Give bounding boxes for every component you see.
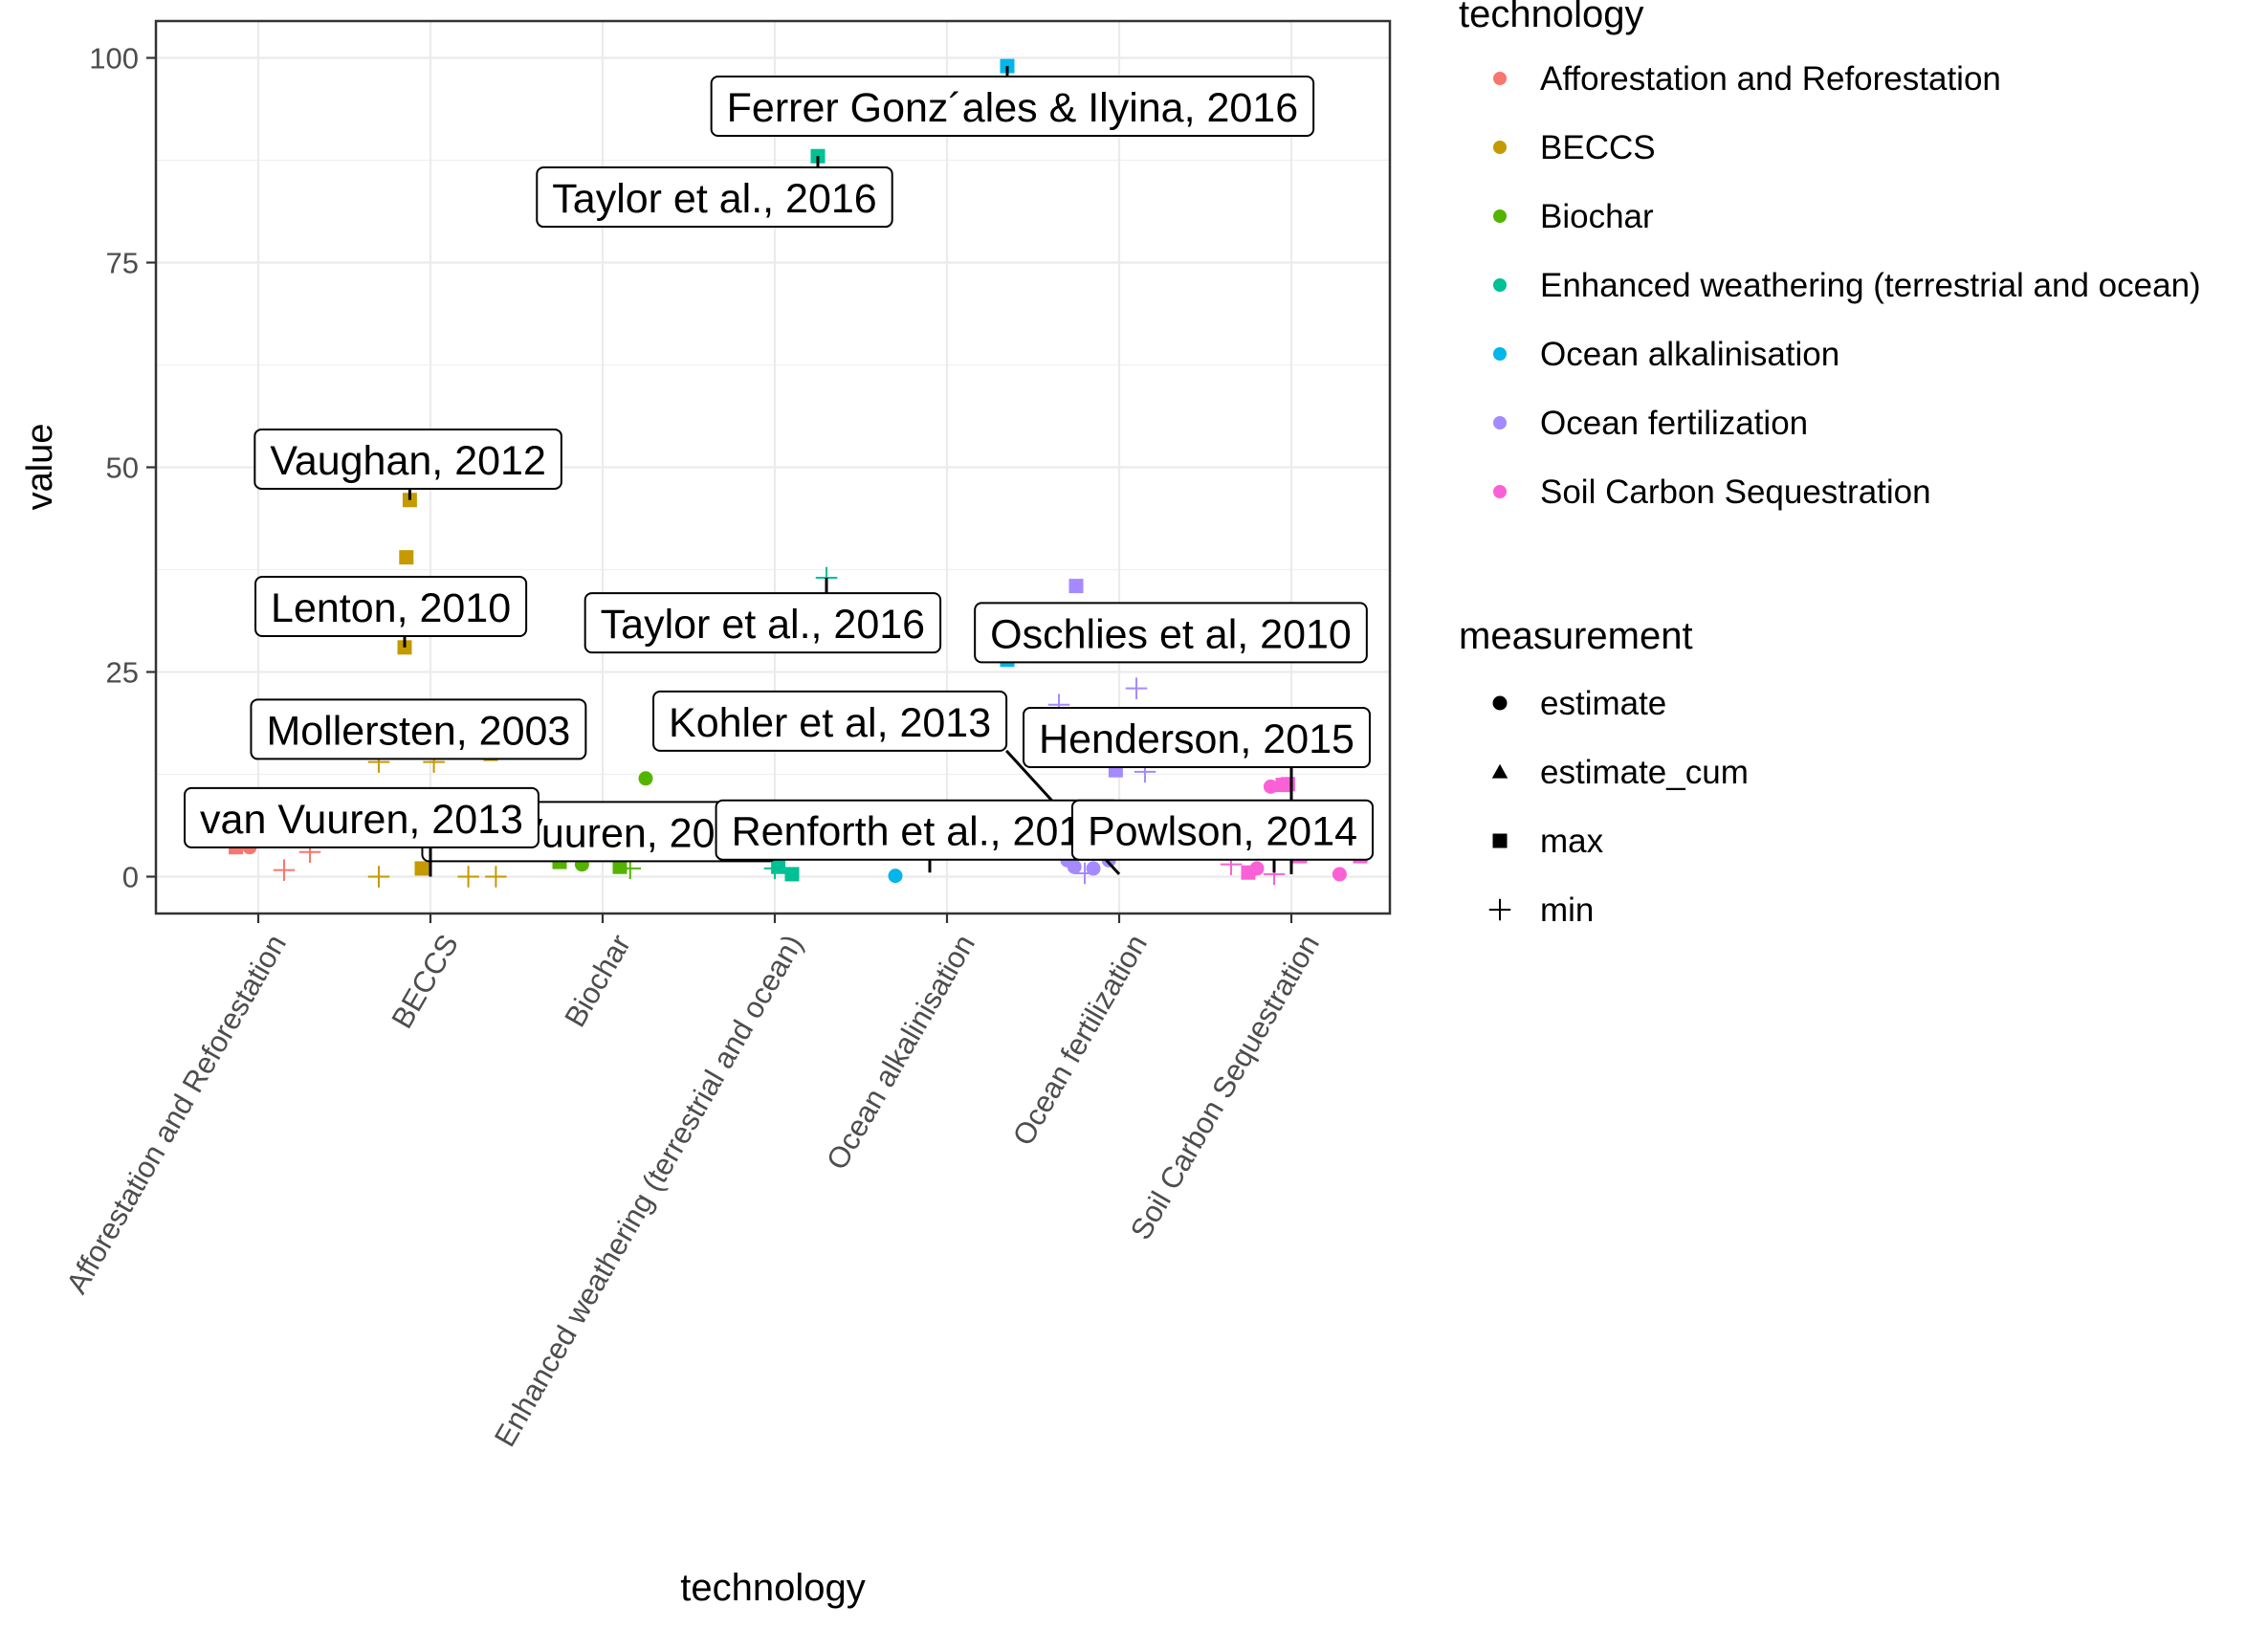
y-tick-label: 50 xyxy=(106,451,139,485)
data-point xyxy=(1125,677,1148,699)
annotation: Kohler et al, 2013 xyxy=(652,690,1121,875)
y-tick-label: 0 xyxy=(122,860,139,893)
data-point xyxy=(399,550,414,565)
x-tick-label: Afforestation and Reforestation xyxy=(59,929,293,1299)
legend-label: Ocean alkalinisation xyxy=(1540,336,1839,373)
data-point xyxy=(771,859,786,874)
data-point xyxy=(612,859,628,874)
data-point xyxy=(1332,867,1347,882)
legend-label: estimate_cum xyxy=(1540,754,1749,791)
annotation-box xyxy=(974,602,1368,664)
annotation: Powlson, 2014 xyxy=(1070,799,1375,873)
legend-key xyxy=(1493,209,1507,223)
legend-label: max xyxy=(1540,823,1604,860)
annotation-box xyxy=(710,76,1315,138)
annotation-text: Oschlies et al, 2010 xyxy=(990,611,1352,657)
annotation: Henderson, 2015 xyxy=(1023,706,1371,874)
data-point xyxy=(414,861,429,876)
annotation: Oschlies et al, 2010 xyxy=(974,602,1368,664)
x-tick-label: Enhanced weathering (terrestrial and oce… xyxy=(488,929,809,1452)
legend-key xyxy=(1493,485,1507,498)
annotation-text: van Vuuren, 2013 xyxy=(200,797,523,843)
annotation-text: Taylor et al., 2016 xyxy=(552,176,876,222)
annotation-box xyxy=(536,166,893,229)
x-tick-label: Ocean alkalinisation xyxy=(820,929,981,1176)
legend-key xyxy=(1493,278,1507,292)
annotation-box xyxy=(1070,799,1375,861)
data-point xyxy=(888,869,903,884)
annotation-text: Renforth et al., 2013 xyxy=(732,809,1105,855)
legend-key xyxy=(1493,141,1507,154)
data-point xyxy=(273,859,296,881)
x-tick-label: Soil Carbon Sequestration xyxy=(1124,929,1326,1245)
annotation: Ferrer Gonz´ales & Ilyina, 2016 xyxy=(710,66,1315,138)
legend-label: BECCS xyxy=(1540,129,1656,166)
data-point xyxy=(457,866,479,888)
legend-key xyxy=(1488,898,1511,921)
legend-label: Afforestation and Reforestation xyxy=(1540,60,2001,98)
annotation-box xyxy=(253,428,562,490)
annotation-text: Henderson, 2015 xyxy=(1039,716,1354,762)
x-axis-title: technology xyxy=(680,1567,865,1609)
data-point xyxy=(1280,777,1295,792)
data-point xyxy=(1249,861,1265,876)
legend-measurement-title: measurement xyxy=(1459,615,1693,657)
annotation-text: Vaughan, 2012 xyxy=(270,438,546,484)
annotation-text: Kohler et al, 2013 xyxy=(669,700,991,746)
legend-label: min xyxy=(1540,892,1594,929)
data-point xyxy=(367,866,390,888)
legend-key xyxy=(1493,416,1507,429)
y-tick-label: 25 xyxy=(106,655,139,689)
annotation: Taylor et al., 2016 xyxy=(536,156,893,229)
legend-label: Enhanced weathering (terrestrial and oce… xyxy=(1540,267,2201,304)
legend-label: Biochar xyxy=(1540,198,1654,235)
x-tick-label: Biochar xyxy=(558,929,637,1033)
x-axis: Afforestation and Reforestation BECCS Bioc… xyxy=(59,914,1326,1452)
y-tick-label: 75 xyxy=(106,247,139,280)
annotation: Renforth et al., 2013 xyxy=(715,799,1121,873)
annotation: Taylor et al., 2016 xyxy=(584,578,942,654)
data-point xyxy=(1263,779,1278,794)
x-tick-label: BECCS xyxy=(385,929,465,1034)
x-tick-label: Ocean fertilization xyxy=(1006,929,1154,1151)
legend-label: Ocean fertilization xyxy=(1540,405,1808,442)
data-point xyxy=(1068,579,1084,594)
annotation: Mollersten, 2003 xyxy=(250,698,587,760)
annotation-text: Lenton, 2010 xyxy=(271,585,511,631)
y-axis-title: value xyxy=(20,424,60,511)
annotation-box xyxy=(652,690,1008,752)
legend-key xyxy=(1493,347,1507,361)
legend-key xyxy=(1491,763,1508,779)
annotation-box xyxy=(254,576,528,638)
legend-key xyxy=(1492,833,1508,848)
annotation-text: Powlson, 2014 xyxy=(1088,809,1357,855)
annotation: van Vuuren, 2013 xyxy=(184,786,539,877)
legend-technology: technology Afforestation and Reforestati… xyxy=(1459,0,2201,511)
annotation: Lenton, 2010 xyxy=(254,576,528,648)
legend-key xyxy=(1492,695,1508,711)
legend-label: estimate xyxy=(1540,685,1666,722)
annotation-box xyxy=(184,786,539,848)
annotation-box xyxy=(584,592,942,654)
y-axis: 0 25 50 75 100 xyxy=(89,42,156,893)
annotation-labels: Ferrer Gonz´ales & Ilyina, 2016 Taylor et… xyxy=(184,66,1375,877)
data-point xyxy=(638,771,653,786)
legend-key xyxy=(1493,72,1507,85)
data-point xyxy=(1086,861,1101,876)
annotation-text: Mollersten, 2003 xyxy=(266,708,570,754)
annotation-text: Ferrer Gonz´ales & Ilyina, 2016 xyxy=(727,85,1299,131)
legend-label: Soil Carbon Sequestration xyxy=(1540,473,1931,511)
data-point xyxy=(1067,859,1082,874)
data-point xyxy=(784,867,800,882)
annotation: Vaughan, 2012 xyxy=(253,428,562,500)
annotation-box xyxy=(250,698,587,760)
data-point xyxy=(485,866,507,888)
legend-technology-title: technology xyxy=(1459,0,1643,35)
annotation-box xyxy=(1023,706,1371,768)
y-tick-label: 100 xyxy=(89,42,139,76)
annotation-text: Taylor et al., 2016 xyxy=(601,602,925,648)
